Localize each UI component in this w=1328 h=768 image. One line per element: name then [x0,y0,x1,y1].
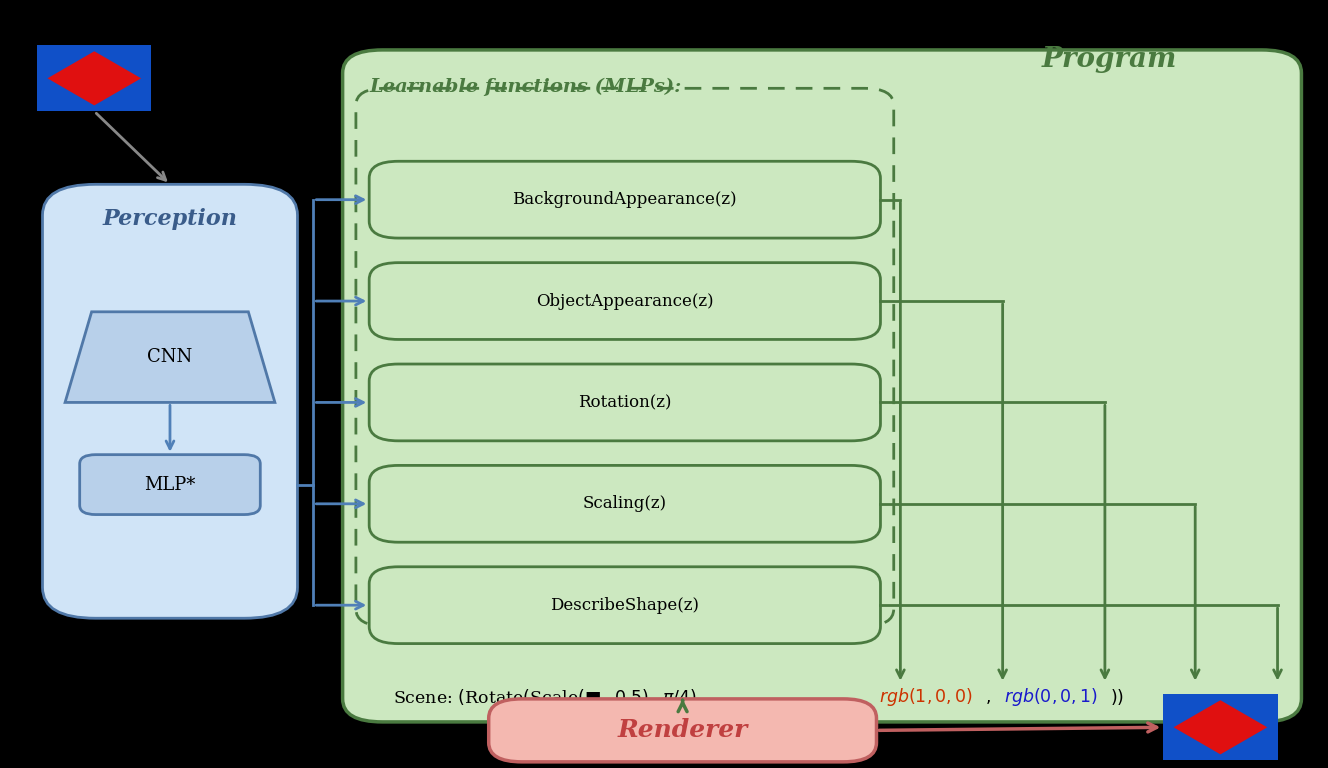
Text: Scene: $($Rotate$($Scale$($$\blacksquare$$,\;0.5),\;\pi/4),$: Scene: $($Rotate$($Scale$($$\blacksquare… [393,688,703,707]
FancyBboxPatch shape [489,699,876,762]
FancyBboxPatch shape [80,455,260,515]
FancyBboxPatch shape [42,184,297,618]
Text: CNN: CNN [147,348,193,366]
Text: DescribeShape(z): DescribeShape(z) [550,597,700,614]
Text: Rotation(z): Rotation(z) [578,394,672,411]
FancyBboxPatch shape [343,50,1301,722]
Polygon shape [1174,700,1267,754]
Text: $,$: $,$ [985,689,991,706]
Text: Perception: Perception [102,208,238,230]
FancyBboxPatch shape [369,364,880,441]
Text: Scaling(z): Scaling(z) [583,495,667,512]
Text: Program: Program [1041,46,1177,73]
Text: BackgroundAppearance(z): BackgroundAppearance(z) [513,191,737,208]
Text: $rgb(0,0,1)$: $rgb(0,0,1)$ [1004,687,1098,708]
Polygon shape [48,51,141,105]
FancyBboxPatch shape [369,567,880,644]
Text: $))$: $))$ [1110,687,1125,707]
Text: ObjectAppearance(z): ObjectAppearance(z) [537,293,713,310]
FancyBboxPatch shape [1163,694,1278,760]
Text: $rgb(1,0,0)$: $rgb(1,0,0)$ [879,687,973,708]
FancyBboxPatch shape [369,161,880,238]
FancyBboxPatch shape [369,263,880,339]
FancyBboxPatch shape [37,45,151,111]
FancyBboxPatch shape [356,88,894,626]
Polygon shape [65,312,275,402]
Text: Renderer: Renderer [618,718,748,743]
Text: MLP*: MLP* [145,475,195,494]
Text: Learnable functions (MLPs):: Learnable functions (MLPs): [369,78,681,96]
FancyBboxPatch shape [369,465,880,542]
